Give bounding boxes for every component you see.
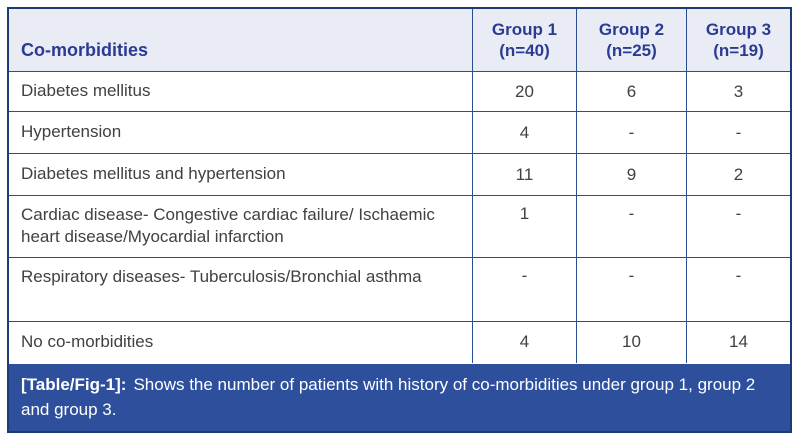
row-value-group-3: 14: [686, 321, 790, 363]
header-group-2: Group 2 (n=25): [576, 9, 686, 71]
table-header-row: Co-morbidities Group 1 (n=40) Group 2 (n…: [9, 9, 790, 71]
row-value-group-1: 20: [472, 72, 576, 111]
row-value-group-1: 11: [472, 154, 576, 195]
row-label: Cardiac disease- Congestive cardiac fail…: [21, 205, 435, 247]
header-group-2-n: (n=25): [606, 41, 657, 60]
row-value-group-2: -: [576, 196, 686, 257]
table-row: Respiratory diseases- Tuberculosis/Bronc…: [9, 256, 790, 321]
figure-caption-text: Shows the number of patients with histor…: [21, 375, 756, 419]
header-comorbidities: Co-morbidities: [21, 39, 149, 60]
table-row: Cardiac disease- Congestive cardiac fail…: [9, 195, 790, 257]
header-group-3-name: Group 3: [705, 19, 772, 39]
row-value-group-1: 1: [472, 196, 576, 257]
row-value-group-2: 10: [576, 321, 686, 363]
header-group-3-n: (n=19): [713, 41, 764, 60]
header-group-2-name: Group 2: [598, 19, 665, 39]
row-value-group-1: 4: [472, 321, 576, 363]
row-value-group-2: -: [576, 257, 686, 321]
comorbidities-table-figure: Co-morbidities Group 1 (n=40) Group 2 (n…: [7, 7, 792, 433]
row-value-group-3: 3: [686, 72, 790, 111]
table-row: No co-morbidities 4 10 14: [9, 320, 790, 363]
row-value-group-3: -: [686, 196, 790, 257]
row-value-group-1: -: [472, 257, 576, 321]
figure-caption-tag: [Table/Fig-1]:: [21, 375, 127, 395]
row-value-group-2: -: [576, 112, 686, 153]
row-value-group-3: -: [686, 112, 790, 153]
row-label: Respiratory diseases- Tuberculosis/Bronc…: [21, 266, 422, 286]
row-label: Diabetes mellitus: [21, 81, 151, 101]
row-label: Hypertension: [21, 122, 122, 142]
row-value-group-3: 2: [686, 154, 790, 195]
table-row: Hypertension 4 - -: [9, 111, 790, 153]
row-label: No co-morbidities: [21, 332, 154, 352]
row-value-group-2: 9: [576, 154, 686, 195]
header-group-1-n: (n=40): [499, 41, 550, 60]
header-group-1-name: Group 1: [491, 19, 558, 39]
row-value-group-1: 4: [472, 112, 576, 153]
figure-caption: [Table/Fig-1]: Shows the number of patien…: [9, 364, 790, 431]
row-label: Diabetes mellitus and hypertension: [21, 164, 286, 184]
header-group-1: Group 1 (n=40): [472, 9, 576, 71]
row-value-group-3: -: [686, 257, 790, 321]
table-row: Diabetes mellitus and hypertension 11 9 …: [9, 153, 790, 195]
table-row: Diabetes mellitus 20 6 3: [9, 71, 790, 111]
header-group-3: Group 3 (n=19): [686, 9, 790, 71]
row-value-group-2: 6: [576, 72, 686, 111]
